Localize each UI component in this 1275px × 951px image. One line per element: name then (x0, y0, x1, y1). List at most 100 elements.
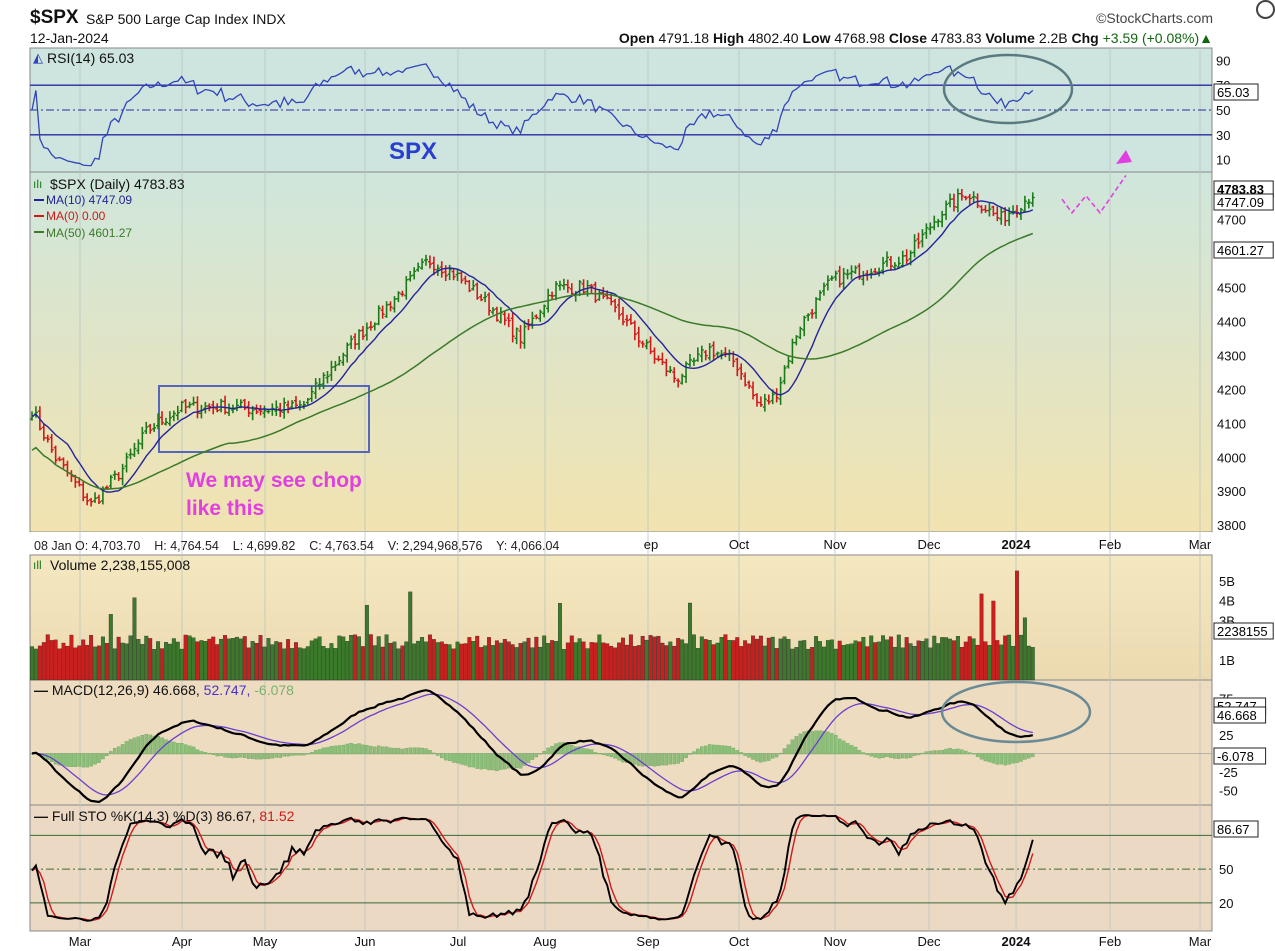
volume-bar (877, 641, 882, 681)
ma50-value-tag-box (1213, 241, 1274, 259)
price-bar (140, 426, 145, 450)
price-bar (944, 200, 949, 220)
price-bar (514, 327, 519, 345)
macd-hist-bar (739, 752, 743, 755)
price-tick-4300: 4300 (1217, 348, 1246, 363)
macd-hist-bar (656, 753, 661, 766)
macd-hist-bar (254, 753, 259, 760)
mid-axis-dec: Dec (917, 537, 941, 552)
price-bar (167, 411, 172, 427)
price-bar (443, 265, 448, 282)
volume-bar (455, 641, 460, 681)
price-bar (735, 357, 740, 377)
volume-bar (833, 648, 838, 681)
volume-bar (751, 635, 755, 681)
price-bar (762, 393, 767, 412)
volume-label: Volume 2,238,155,008 (50, 557, 190, 573)
source-credit[interactable]: ©StockCharts.com (1096, 10, 1213, 26)
macd-hist-bar (69, 753, 74, 767)
macd-hist-bar (191, 746, 196, 755)
macd-hist-bar (928, 750, 933, 755)
volume-bar (573, 642, 578, 681)
volume-bar (680, 639, 685, 681)
price-bar (703, 350, 708, 361)
macd-hist-bar (156, 736, 160, 755)
exchange: INDX (252, 11, 286, 27)
volume-bar (37, 645, 42, 681)
macd-hist-bar (964, 750, 968, 755)
macd-hist-bar (975, 753, 980, 757)
volume-bar (983, 641, 988, 681)
price-bar (589, 283, 594, 293)
volume-bar (301, 648, 306, 681)
price-bar (904, 249, 909, 265)
macd-hist-bar (223, 753, 227, 758)
price-bar (557, 280, 562, 291)
volume-bar (250, 641, 255, 681)
x-axis-mar-0: Mar (69, 934, 92, 949)
volume-bar (148, 638, 153, 681)
volume-bar (605, 643, 610, 681)
volume-bar (435, 642, 440, 681)
macd-hist-bar (459, 753, 464, 765)
volume-bar (498, 642, 503, 681)
macd-hist-bar (861, 752, 866, 755)
macd-hist-bar (227, 753, 231, 758)
macd-hist-bar (357, 743, 361, 755)
macd-hist-bar (747, 753, 751, 758)
volume-bar (400, 645, 405, 681)
price-bar (940, 210, 945, 228)
rsi-value-tag-box (1213, 83, 1259, 101)
volume-bar (554, 641, 558, 681)
macd-hist-bar (246, 753, 251, 759)
price-bar (912, 234, 917, 258)
volume-bar (550, 640, 555, 681)
macd-hist-bar (967, 752, 972, 755)
volume-bar (416, 640, 421, 681)
volume-bar (65, 645, 70, 681)
macd-hist-bar (1031, 753, 1035, 757)
price-bar (479, 294, 484, 302)
macd-hist-bar (250, 753, 255, 760)
volume-bar (711, 644, 716, 681)
close-value-tag: 4783.83 (1217, 182, 1264, 197)
price-bar (873, 268, 878, 275)
price-bar (160, 411, 165, 426)
volume-bar (124, 643, 129, 681)
price-bar (818, 290, 822, 301)
price-bar (522, 320, 527, 349)
macd-hist-bar (731, 747, 736, 755)
volume-bar (747, 643, 752, 681)
price-bar (388, 301, 393, 312)
volume-bar (932, 635, 937, 681)
volume-bar (337, 635, 342, 681)
price-bar (420, 258, 425, 270)
macd-hist-bar (893, 753, 897, 759)
index-name: S&P 500 Large Cap Index (86, 11, 249, 27)
volume-bar (971, 638, 976, 681)
price-bar (1030, 192, 1035, 207)
price-label: $SPX (Daily) 4783.83 (50, 176, 185, 192)
volume-bar (723, 634, 728, 681)
price-bar (309, 385, 314, 403)
price-bar (948, 193, 953, 208)
price-tick-4700: 4700 (1217, 213, 1246, 228)
volume-bar (794, 647, 799, 681)
price-bar (707, 343, 712, 361)
symbol: $SPX (30, 7, 79, 28)
mid-axis-feb: Feb (1099, 537, 1121, 552)
grid-lines (79, 48, 1201, 931)
macd-hist-bar (219, 753, 223, 756)
price-bar (652, 347, 657, 364)
price-bar (743, 372, 748, 387)
volume-bar (699, 636, 704, 681)
close-icon[interactable] (1256, 0, 1275, 19)
price-bar (786, 355, 791, 369)
volume-bar (849, 643, 854, 681)
price-bar (711, 341, 716, 361)
volume-bar (810, 647, 815, 681)
volume-bar (475, 635, 480, 681)
volume-bar (719, 637, 724, 681)
macd-hist-bar (1023, 753, 1027, 760)
price-bar (802, 315, 807, 337)
